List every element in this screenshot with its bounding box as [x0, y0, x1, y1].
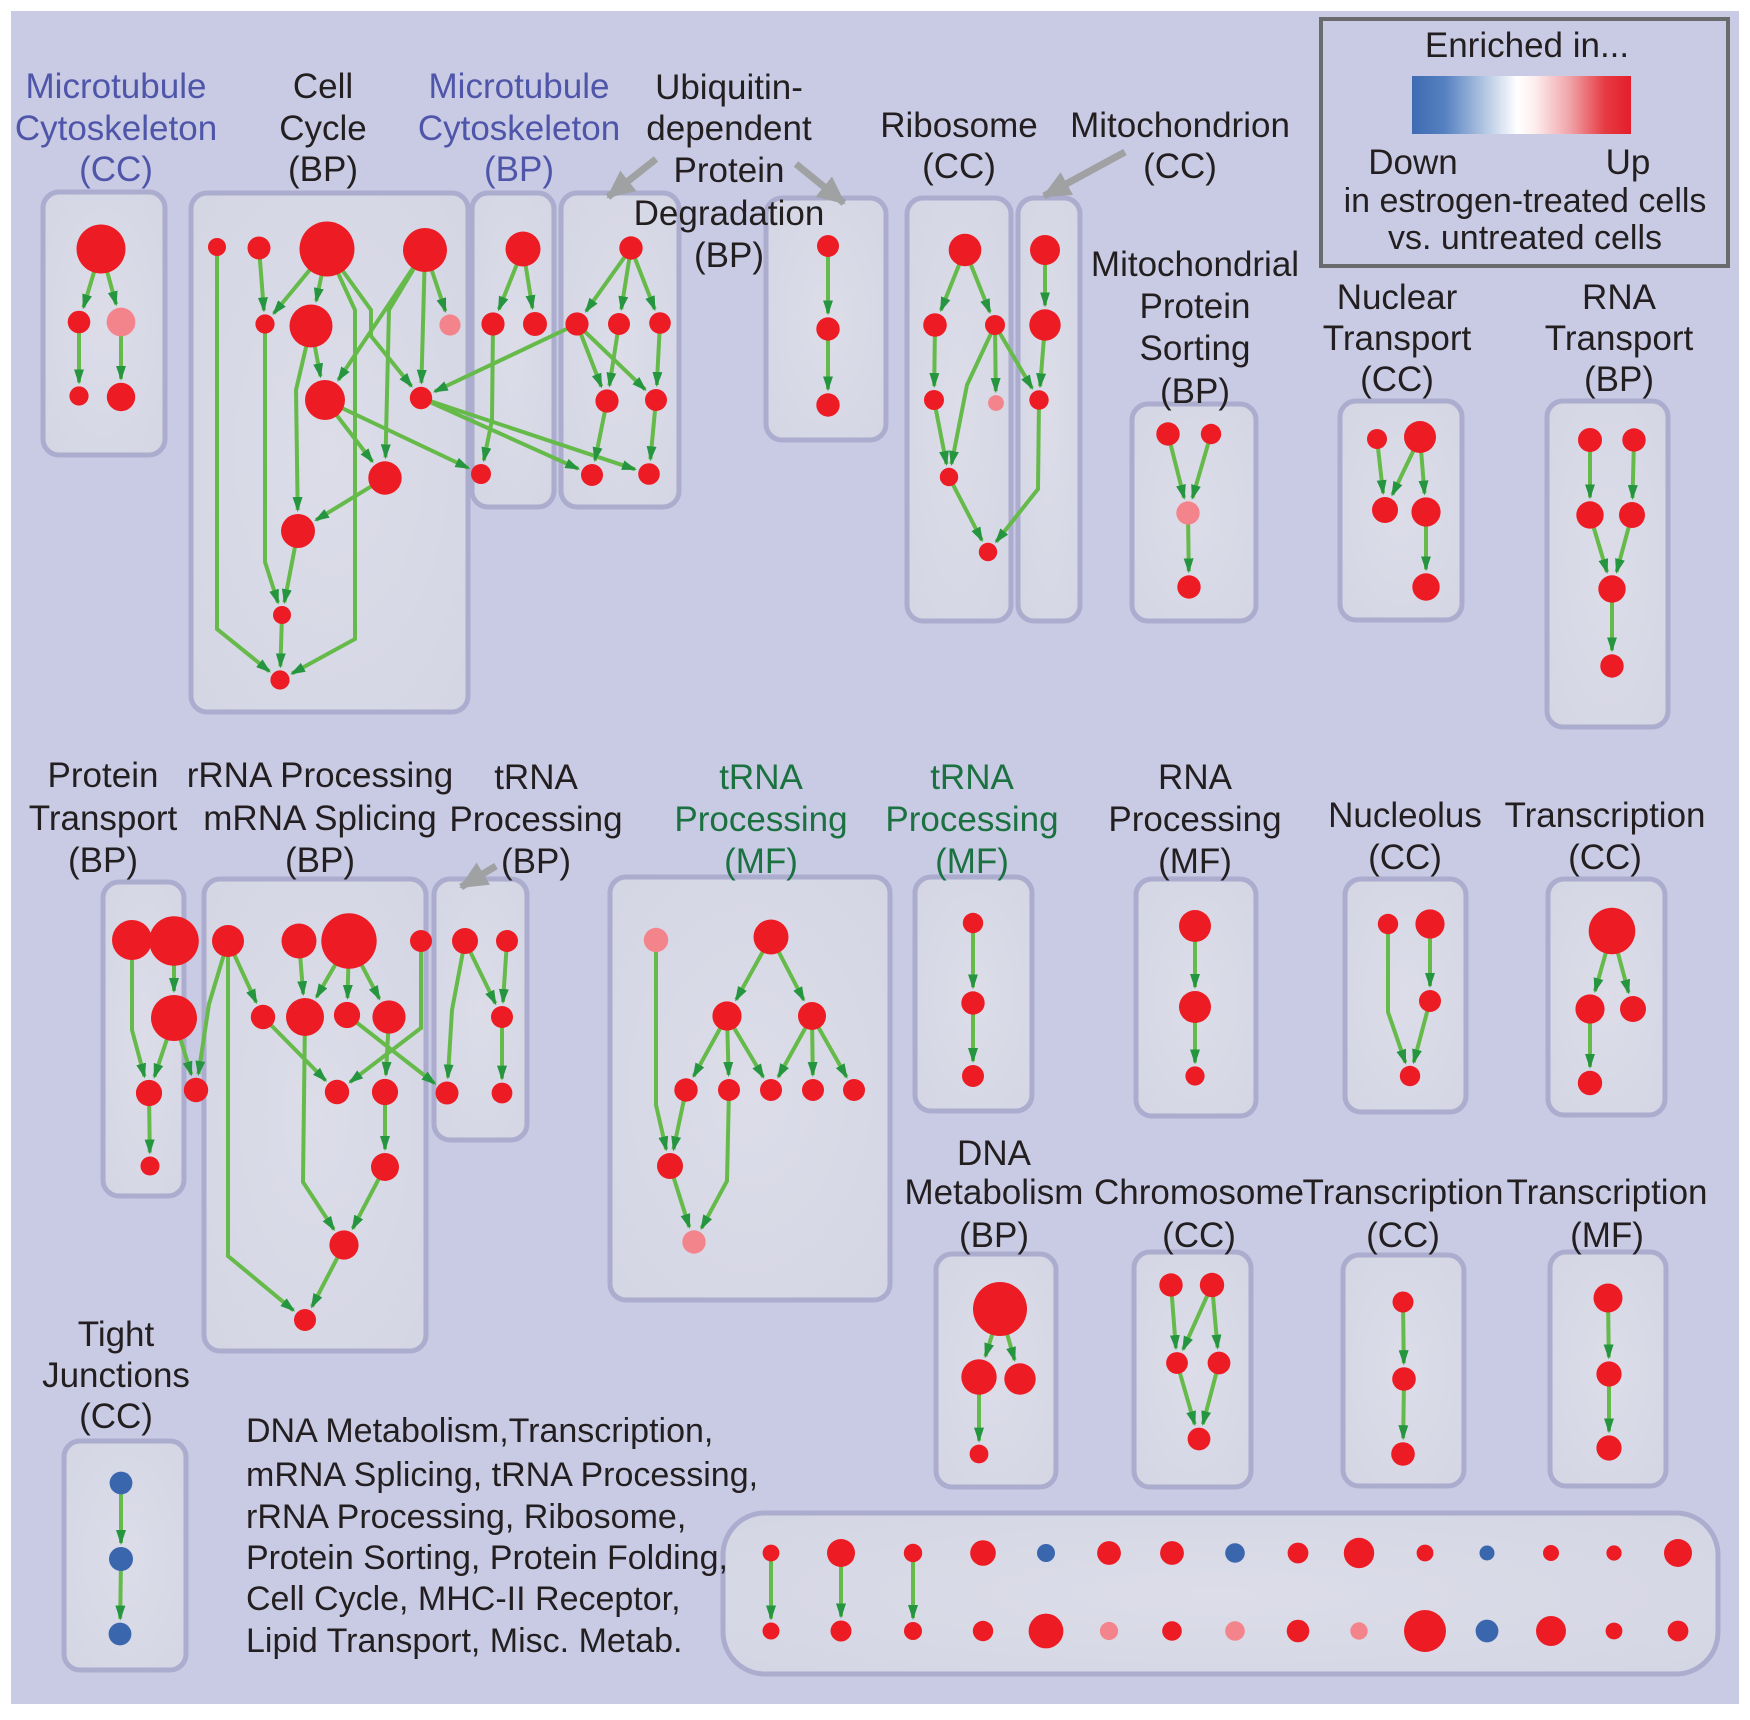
svg-text:RNA: RNA — [1158, 758, 1233, 797]
svg-text:(BP): (BP) — [1584, 360, 1654, 399]
svg-text:(MF): (MF) — [724, 842, 798, 881]
svg-text:Nuclear: Nuclear — [1337, 278, 1458, 317]
svg-text:tRNA: tRNA — [494, 758, 578, 797]
svg-text:dependent: dependent — [646, 109, 812, 148]
svg-text:tRNA: tRNA — [719, 758, 803, 797]
svg-text:mRNA Splicing, tRNA Processing: mRNA Splicing, tRNA Processing, — [246, 1456, 758, 1494]
svg-text:Lipid Transport, Misc. Metab.: Lipid Transport, Misc. Metab. — [246, 1622, 683, 1660]
svg-text:Transcription: Transcription — [1505, 796, 1706, 835]
svg-text:DNA: DNA — [957, 1134, 1032, 1173]
svg-text:Mitochondrial: Mitochondrial — [1091, 245, 1299, 284]
svg-text:(CC): (CC) — [1368, 838, 1442, 877]
svg-text:RNA: RNA — [1582, 278, 1657, 317]
svg-text:(CC): (CC) — [1366, 1216, 1440, 1255]
svg-text:Enriched in...: Enriched in... — [1425, 26, 1629, 65]
svg-text:Protein: Protein — [674, 151, 785, 190]
svg-text:Cell: Cell — [293, 67, 353, 106]
svg-text:Cell Cycle, MHC-II Receptor,: Cell Cycle, MHC-II Receptor, — [246, 1580, 681, 1618]
svg-text:Protein Sorting, Protein Foldi: Protein Sorting, Protein Folding, — [246, 1539, 728, 1577]
svg-text:Protein: Protein — [48, 756, 159, 795]
svg-text:(CC): (CC) — [1568, 838, 1642, 877]
svg-text:(CC): (CC) — [1143, 147, 1217, 186]
svg-text:(BP): (BP) — [288, 150, 358, 189]
svg-text:Down: Down — [1368, 143, 1457, 182]
svg-text:Processing: Processing — [449, 800, 622, 839]
svg-text:Mitochondrion: Mitochondrion — [1070, 106, 1290, 145]
svg-text:(BP): (BP) — [484, 150, 554, 189]
svg-text:(CC): (CC) — [79, 150, 153, 189]
svg-text:(MF): (MF) — [935, 842, 1009, 881]
svg-text:Processing: Processing — [674, 800, 847, 839]
svg-text:Microtubule: Microtubule — [26, 67, 207, 106]
svg-text:(BP): (BP) — [285, 841, 355, 880]
svg-text:(CC): (CC) — [1162, 1216, 1236, 1255]
svg-text:Metabolism: Metabolism — [905, 1173, 1084, 1212]
svg-text:(CC): (CC) — [922, 147, 996, 186]
svg-text:Junctions: Junctions — [42, 1356, 190, 1395]
svg-text:(MF): (MF) — [1570, 1216, 1644, 1255]
svg-text:Transport: Transport — [1323, 319, 1472, 358]
svg-text:tRNA: tRNA — [930, 758, 1014, 797]
svg-text:Tight: Tight — [78, 1315, 155, 1354]
svg-text:Protein: Protein — [1140, 287, 1251, 326]
svg-text:in estrogen-treated cells: in estrogen-treated cells — [1344, 182, 1707, 220]
svg-text:Ribosome: Ribosome — [880, 106, 1038, 145]
svg-text:Microtubule: Microtubule — [429, 67, 610, 106]
svg-text:(BP): (BP) — [68, 841, 138, 880]
svg-text:Transport: Transport — [1545, 319, 1694, 358]
svg-text:Cytoskeleton: Cytoskeleton — [418, 109, 620, 148]
svg-text:(BP): (BP) — [959, 1216, 1029, 1255]
svg-text:Ubiquitin-: Ubiquitin- — [655, 68, 803, 107]
svg-text:Transport: Transport — [29, 799, 178, 838]
svg-text:Processing: Processing — [1108, 800, 1281, 839]
svg-text:rRNA Processing, Ribosome,: rRNA Processing, Ribosome, — [246, 1498, 686, 1536]
svg-text:(CC): (CC) — [1360, 360, 1434, 399]
svg-text:Up: Up — [1606, 143, 1651, 182]
svg-text:Sorting: Sorting — [1140, 329, 1251, 368]
svg-text:Processing: Processing — [885, 800, 1058, 839]
svg-text:Transcription: Transcription — [1507, 1173, 1708, 1212]
svg-text:rRNA Processing: rRNA Processing — [187, 756, 453, 795]
svg-text:mRNA Splicing: mRNA Splicing — [203, 799, 436, 838]
svg-text:Degradation: Degradation — [634, 194, 825, 233]
svg-text:(BP): (BP) — [694, 236, 764, 275]
svg-text:(BP): (BP) — [501, 842, 571, 881]
svg-text:(CC): (CC) — [79, 1397, 153, 1436]
svg-text:DNA Metabolism,Transcription,: DNA Metabolism,Transcription, — [246, 1412, 713, 1450]
svg-text:Transcription: Transcription — [1303, 1173, 1504, 1212]
svg-text:Cytoskeleton: Cytoskeleton — [15, 109, 217, 148]
svg-text:vs. untreated cells: vs. untreated cells — [1388, 219, 1662, 257]
svg-text:Nucleolus: Nucleolus — [1328, 796, 1482, 835]
svg-text:Chromosome: Chromosome — [1094, 1173, 1304, 1212]
svg-text:Cycle: Cycle — [279, 109, 367, 148]
svg-text:(BP): (BP) — [1160, 372, 1230, 411]
svg-text:(MF): (MF) — [1158, 842, 1232, 881]
